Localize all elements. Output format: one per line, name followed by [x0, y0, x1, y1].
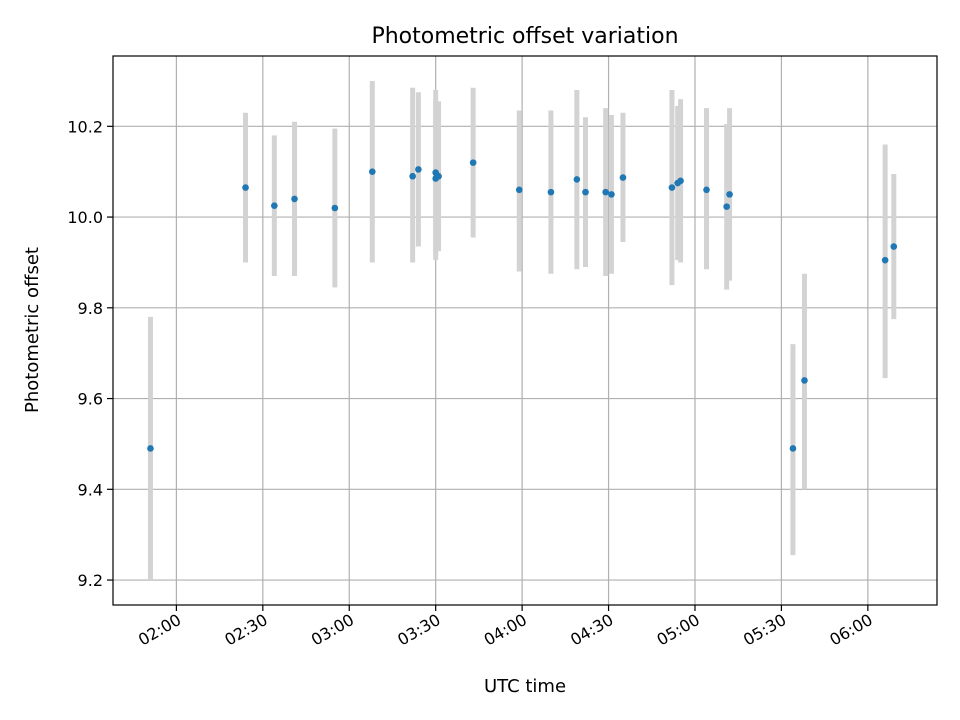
- data-point: [789, 445, 797, 452]
- y-tick-label: 10.2: [67, 117, 103, 136]
- data-point: [668, 184, 676, 191]
- data-layer: [147, 80, 898, 581]
- data-point: [415, 166, 422, 173]
- data-point: [435, 172, 442, 180]
- data-point: [547, 188, 555, 196]
- data-point: [291, 195, 298, 203]
- data-point: [890, 243, 898, 250]
- data-point: [242, 184, 249, 191]
- data-point: [573, 176, 581, 183]
- y-tick-label: 9.8: [78, 299, 103, 318]
- data-point: [608, 191, 615, 198]
- data-point: [602, 188, 609, 196]
- data-point: [271, 202, 278, 210]
- data-point: [409, 172, 416, 180]
- y-tick-label: 9.2: [78, 571, 103, 590]
- y-tick-label: 9.4: [78, 480, 103, 499]
- data-point: [331, 204, 339, 212]
- data-point: [677, 177, 684, 185]
- y-axis-label: Photometric offset: [22, 247, 43, 413]
- data-point: [703, 186, 710, 194]
- x-axis-label: UTC time: [484, 676, 566, 697]
- data-point: [723, 203, 730, 210]
- grid-layer: [113, 56, 937, 605]
- data-point: [469, 159, 477, 166]
- data-point: [801, 377, 808, 384]
- data-point: [515, 186, 523, 194]
- data-point: [726, 191, 733, 198]
- data-point: [619, 174, 627, 181]
- y-tick-label: 10.0: [67, 208, 103, 227]
- data-point: [881, 256, 889, 264]
- data-point: [147, 445, 154, 452]
- chart-title: Photometric offset variation: [371, 24, 678, 49]
- y-tick-label: 9.6: [78, 390, 103, 409]
- data-point: [369, 168, 376, 175]
- data-point: [582, 188, 589, 196]
- plot-frame: [112, 55, 938, 606]
